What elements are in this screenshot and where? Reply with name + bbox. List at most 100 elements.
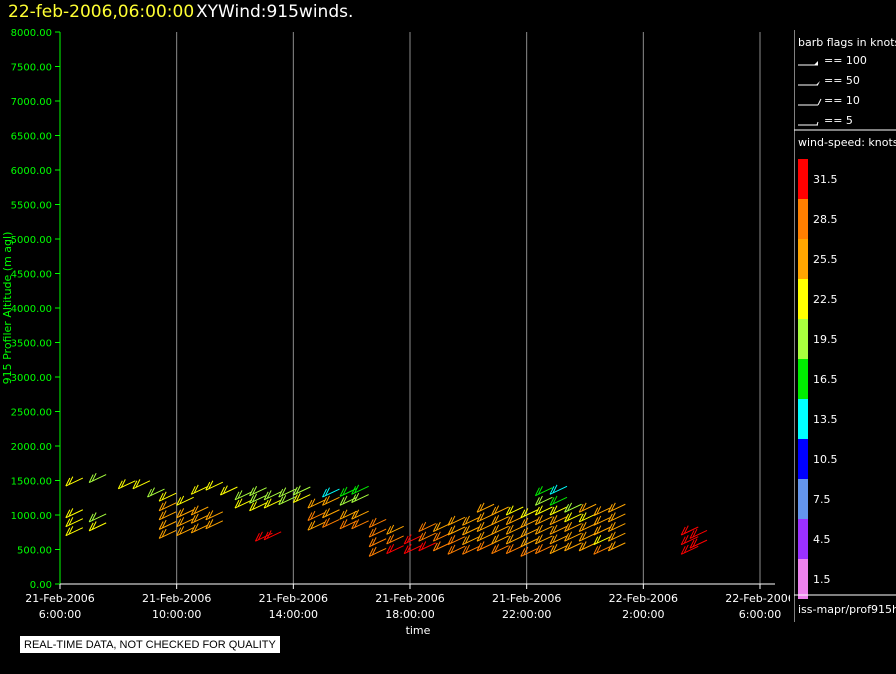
wind-barb [578,541,597,552]
wind-barb [263,530,282,541]
wind-barb [564,541,582,552]
wind-barb [534,495,553,506]
wind-barb [462,515,480,526]
wind-barb [65,508,84,519]
wind-barb [593,525,611,536]
wind-barb [593,535,611,546]
wind-barb [292,492,311,504]
wind-barb [234,498,253,509]
colorbar-swatch [798,399,808,439]
wind-barb [462,535,480,546]
colorbar-swatch [798,239,808,279]
wind-barb [158,510,177,521]
wind-barb [190,523,209,534]
wind-barb [520,517,539,528]
wind-barb [65,476,84,487]
wind-barb [607,541,626,552]
wind-barb-chart: 0.00 500.00 1000.00 1500.00 2000.00 2500.00 30… [1,28,790,637]
colorbar-swatch [798,559,808,599]
colorbar-label: 7.5 [813,493,831,506]
wind-barb [680,525,699,536]
wind-barb [292,485,311,496]
colorbar-label: 1.5 [813,573,831,586]
x-tick-date: 21-Feb-2006 [492,592,561,605]
wind-barb [564,521,582,533]
wind-barb [447,525,466,536]
colorbar-label: 10.5 [813,453,838,466]
colorbar-label: 22.5 [813,293,838,306]
wind-barb [593,544,611,555]
wind-barb [322,487,340,498]
colorbar-swatch [798,319,808,359]
wind-barb [176,526,194,537]
wind-barb [607,521,626,533]
wind-barb [505,544,524,555]
x-tick-date: 21-Feb-2006 [142,592,211,605]
wind-barb [491,534,509,545]
wind-barb [491,524,509,535]
wind-barb [339,519,358,530]
x-tick-date: 22-Feb-2006 [609,592,678,605]
chart-datetime: 22-feb-2006,06:00:00 [8,2,195,22]
wind-barb [520,527,539,538]
y-tick-label: 3500.00 [11,339,52,350]
wind-barb [462,525,480,536]
colorbar-label: 13.5 [813,413,838,426]
colorbar-swatch [798,359,808,399]
wind-barb [520,537,539,548]
wind-barb [322,517,340,528]
colorbar-title: wind-speed: knots [798,136,896,149]
wind-barb [158,519,177,530]
wind-barb [593,506,611,517]
barb-legend-label: == 10 [824,94,860,107]
wind-barb [263,490,282,501]
wind-barb [476,512,495,523]
wind-barb [549,534,568,545]
x-tick-time: 6:00:00 [39,608,81,621]
barb-legend-item: == 5 [798,114,853,127]
wind-barb [491,544,509,555]
y-tick-label: 2000.00 [11,442,52,453]
wind-barb [578,502,597,513]
wind-barb [418,531,436,542]
wind-barb [564,531,582,542]
x-tick-date: 21-Feb-2006 [25,592,94,605]
colorbar-label: 19.5 [813,333,838,346]
colorbar-swatch [798,439,808,479]
x-tick-time: 2:00:00 [622,608,664,621]
barb-legend-item: == 100 [798,54,867,67]
wind-barb [386,534,404,545]
wind-barb [447,535,466,546]
wind-barb [351,484,369,495]
wind-barb [432,521,451,533]
wind-barb [351,509,369,520]
colorbar-swatch [798,519,808,559]
wind-barb [158,491,177,502]
y-tick-label: 500.00 [17,546,52,557]
wind-barb [549,505,568,516]
wind-barb [278,495,296,506]
y-tick-label: 7500.00 [11,63,52,74]
wind-barb [476,531,495,542]
y-tick-label: 7000.00 [11,97,52,108]
y-tick-label: 3000.00 [11,373,52,384]
barb-legend-item: == 50 [798,74,860,87]
legend-graphic: barb flags in knots == 100 == 50 == 10 == 5… [794,30,896,622]
wind-barb [403,544,422,555]
y-tick-label: 1500.00 [11,477,52,488]
wind-barb [386,524,404,535]
wind-barb [176,495,194,506]
wind-barb [534,505,553,516]
wind-barb [418,521,436,533]
wind-barb [476,521,495,533]
wind-barb [680,535,699,546]
wind-barb [476,502,495,513]
wind-barb [117,479,136,490]
wind-barb [351,492,369,504]
wind-barb [205,519,224,530]
wind-barb [549,484,568,495]
barb-legend-label: == 100 [824,54,867,67]
x-tick-date: 22-Feb-2006 [725,592,790,605]
wind-barb [88,472,107,484]
colorbar-label: 4.5 [813,533,831,546]
